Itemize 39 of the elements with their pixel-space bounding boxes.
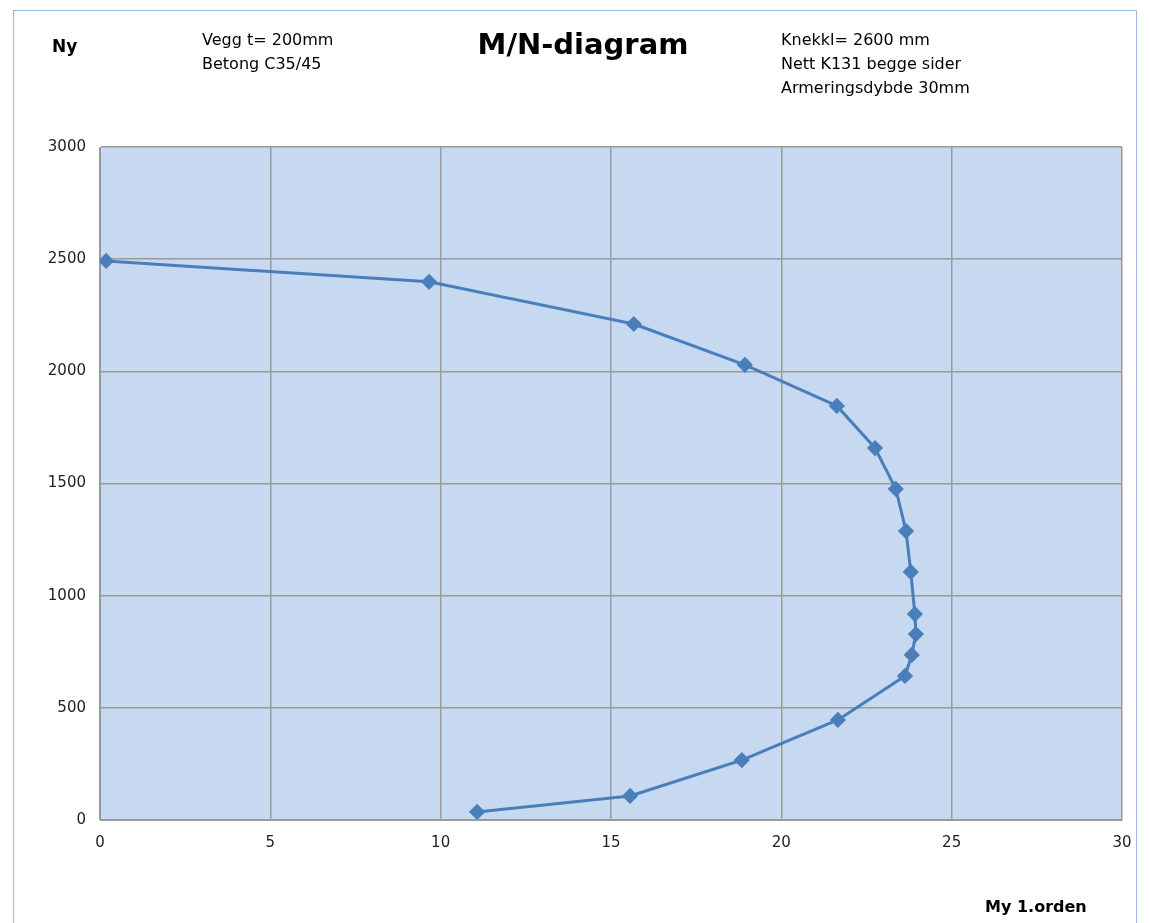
x-tick-label: 25 (942, 832, 962, 851)
point (734, 752, 750, 768)
x-tick-label: 10 (431, 832, 451, 851)
y-tick-label: 2000 (47, 361, 86, 380)
text: Vegg t= 200mm (202, 29, 334, 51)
point (626, 316, 642, 332)
point (829, 398, 845, 414)
point (908, 626, 924, 642)
point (904, 647, 920, 663)
point (469, 804, 485, 820)
point (830, 712, 846, 728)
x-tick-label: 0 (95, 832, 105, 851)
point (898, 523, 914, 539)
y-tick-label: 1500 (47, 473, 86, 492)
y-tick-label: 3000 (47, 136, 86, 155)
y-axis-title: Ny (52, 36, 78, 56)
text: Knekkl= 2600 mm (781, 29, 931, 51)
y-tick-label: 0 (76, 809, 86, 828)
point (100, 253, 114, 269)
y-tick-label: 1000 (47, 585, 86, 604)
point (903, 564, 919, 580)
point (867, 440, 883, 456)
x-tick-label: 5 (265, 832, 276, 851)
x-tick-label: 20 (771, 832, 791, 851)
point (737, 357, 753, 373)
text: Nett K131 begge sider (781, 53, 963, 75)
point (888, 481, 904, 497)
x-tick-label: 15 (601, 832, 621, 851)
x-axis-title: My 1.orden (985, 897, 1087, 916)
chart-title: M/N-diagram (477, 27, 689, 61)
text: Armeringsdybde 30mm (781, 77, 970, 99)
point (421, 274, 437, 290)
y-tick-label: 500 (57, 697, 86, 716)
x-tick-label: 30 (1112, 832, 1132, 851)
point (622, 788, 638, 804)
text: Betong C35/45 (202, 53, 323, 75)
point (907, 606, 923, 622)
point (897, 668, 913, 684)
y-tick-label: 2500 (47, 249, 86, 268)
